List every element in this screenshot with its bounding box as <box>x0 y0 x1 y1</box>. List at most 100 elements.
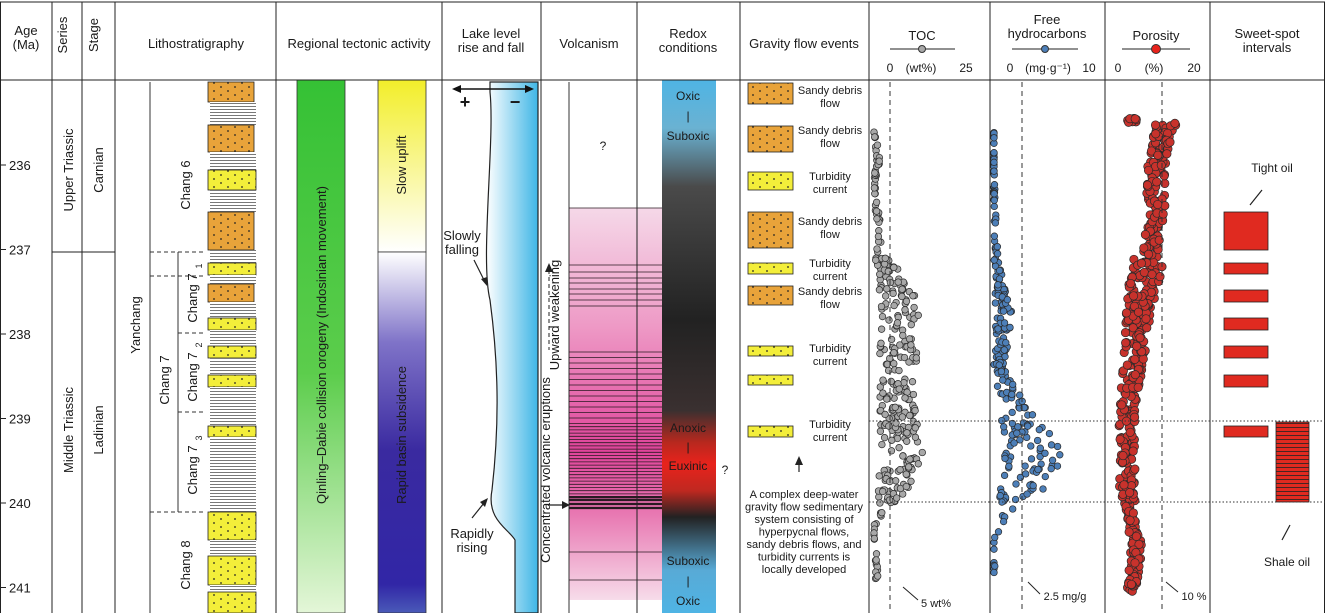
scatter-point <box>1128 323 1138 333</box>
scatter-point <box>870 184 879 192</box>
scatter-point <box>1011 495 1020 504</box>
scatter-point <box>990 181 999 189</box>
shale-layer <box>210 302 256 318</box>
header-age: Age (Ma) <box>13 23 40 52</box>
header-tectonic: Regional tectonic activity <box>287 36 431 51</box>
shale-oil-interval <box>1275 421 1310 503</box>
header-free-hc: Free hydrocarbons <box>1008 12 1087 41</box>
scatter-point <box>1036 444 1044 452</box>
scatter-point <box>902 470 910 478</box>
scatter-point <box>1029 481 1037 490</box>
chang7-2-subscript: 2 <box>194 342 204 347</box>
lithology-column <box>207 81 257 613</box>
scatter-point <box>895 385 903 393</box>
scatter-point <box>879 389 887 397</box>
scatter-point <box>999 517 1008 526</box>
scatter-point <box>1162 149 1172 159</box>
scatter-point <box>1118 451 1128 461</box>
scatter-point <box>997 367 1006 376</box>
header-toc: TOC <box>908 28 935 43</box>
hc-scale-min: 0 <box>1007 61 1014 75</box>
chang7-1-label: Chang 7 <box>185 273 200 322</box>
scatter-point <box>885 422 893 430</box>
scatter-point <box>1159 171 1169 181</box>
scatter-point <box>1133 307 1144 317</box>
scatter-point <box>876 270 884 278</box>
sand-dots <box>208 426 256 437</box>
lake-level-curve <box>485 81 539 613</box>
age-tick-label: 238 <box>9 327 31 342</box>
series-upper-triassic: Upper Triassic <box>61 128 76 212</box>
scatter-point <box>1135 333 1145 343</box>
sand-dots <box>208 375 256 387</box>
age-tick-label: 240 <box>9 496 31 511</box>
scatter-point <box>999 376 1007 384</box>
scatter-point <box>874 232 883 241</box>
scatter-point <box>1136 258 1147 268</box>
age-tick-label: 236 <box>9 158 31 173</box>
scatter-point <box>1003 296 1012 304</box>
scatter-point <box>1000 346 1008 354</box>
scatter-point <box>990 545 998 553</box>
hc-scale-unit: (mg·g⁻¹) <box>1025 61 1071 75</box>
scatter-point <box>893 494 901 502</box>
toc-threshold-arrow <box>902 586 919 601</box>
porosity-threshold-arrow <box>1165 581 1179 593</box>
scatter-point <box>991 219 1000 227</box>
scatter-point <box>1021 462 1029 470</box>
scatter-point <box>1130 370 1140 380</box>
subsidence-bar <box>377 251 427 613</box>
toc-legend-marker <box>918 45 926 53</box>
scatter-point <box>991 533 999 542</box>
chang7-1-subscript: 1 <box>194 263 204 268</box>
redox-unknown: ? <box>722 463 729 477</box>
redox-euxinic: Euxinic <box>669 459 708 473</box>
tectonic-bars <box>296 79 427 613</box>
stage-carnian: Carnian <box>91 147 106 193</box>
scatter-point <box>906 455 914 463</box>
scatter-point <box>1023 490 1031 498</box>
scatter-point <box>873 215 881 223</box>
tight-oil-interval <box>1223 374 1269 388</box>
shale-layer <box>210 190 256 212</box>
shale-layer <box>210 250 256 263</box>
scatter-point <box>1130 464 1140 474</box>
redox-oxic-bottom: Oxic <box>676 594 700 608</box>
chang7-3-label: Chang 7 <box>185 445 200 494</box>
scatter-point <box>990 134 998 142</box>
tight-oil-interval <box>1223 289 1269 303</box>
scatter-point <box>1132 341 1142 351</box>
scatter-point <box>901 394 909 402</box>
scatter-point <box>1002 339 1010 347</box>
stage-ladinian: Ladinian <box>91 405 106 454</box>
scatter-point <box>914 460 922 468</box>
text-labels: 236 237 238 239 240 241 Age (Ma) Series Stage Lith… <box>9 12 1310 610</box>
scatter-point <box>907 341 915 349</box>
scatter-point <box>1142 180 1153 190</box>
slowly-arrow-head <box>481 277 487 286</box>
scatter-point <box>1140 230 1150 240</box>
scatter-point <box>910 303 918 312</box>
scatter-point <box>1130 354 1140 364</box>
age-tick-label: 239 <box>9 412 31 427</box>
scatter-point <box>905 335 914 343</box>
gravity-event-label: Turbidity current <box>809 258 851 283</box>
scatter-point <box>901 306 909 314</box>
scatter-point <box>995 361 1003 369</box>
scatter-point <box>881 410 889 419</box>
scatter-point <box>879 376 887 384</box>
orogeny-bar <box>296 79 346 613</box>
subsidence-label: Rapid basin subsidence <box>394 366 409 504</box>
scatter-point <box>1008 408 1016 417</box>
scatter-point <box>1119 480 1129 490</box>
scatter-point <box>911 406 919 415</box>
porosity-threshold-label: 10 % <box>1181 591 1206 603</box>
gravity-event-dots <box>748 426 793 437</box>
yanchang-label: Yanchang <box>128 296 143 354</box>
scatter-point <box>873 245 881 253</box>
shale-layer <box>210 387 256 426</box>
series-middle-triassic: Middle Triassic <box>61 387 76 473</box>
scatter-point <box>1047 441 1056 449</box>
